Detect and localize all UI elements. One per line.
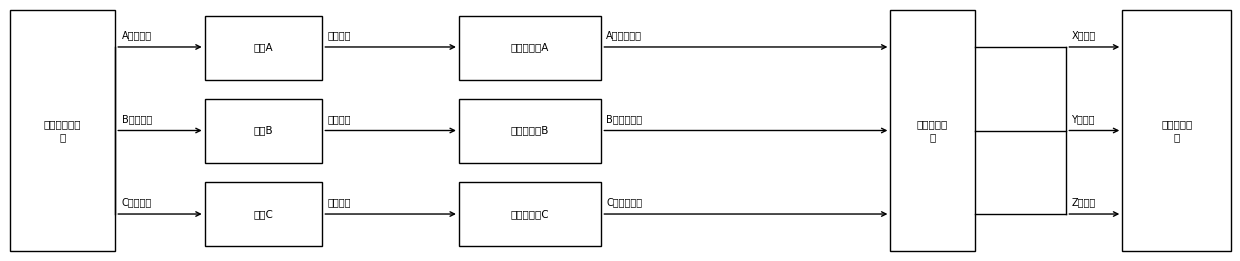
Text: A向位移信号: A向位移信号 xyxy=(606,31,642,40)
Text: Z向位移: Z向位移 xyxy=(1071,198,1096,207)
Text: C向位移信号: C向位移信号 xyxy=(606,198,642,207)
Bar xyxy=(1122,10,1231,251)
Text: 连杆C: 连杆C xyxy=(253,209,274,219)
Text: 探针头位移输
入: 探针头位移输 入 xyxy=(43,119,82,142)
Text: 位移放大: 位移放大 xyxy=(327,31,351,40)
Text: 正运动学模
型: 正运动学模 型 xyxy=(916,119,949,142)
Bar xyxy=(205,99,322,163)
Text: 连杆B: 连杆B xyxy=(254,126,273,136)
Text: B向分位移: B向分位移 xyxy=(122,114,151,124)
Text: 位移放大: 位移放大 xyxy=(327,114,351,124)
Bar xyxy=(459,99,601,163)
Text: B向位移信号: B向位移信号 xyxy=(606,114,642,124)
Text: 连杆A: 连杆A xyxy=(254,43,273,53)
Text: 电液放大器B: 电液放大器B xyxy=(511,126,549,136)
Bar xyxy=(205,182,322,246)
Text: C向分位移: C向分位移 xyxy=(122,198,151,207)
Bar xyxy=(459,16,601,80)
Bar xyxy=(205,16,322,80)
Text: 输出实际位
移: 输出实际位 移 xyxy=(1161,119,1193,142)
Text: A向分位移: A向分位移 xyxy=(122,31,151,40)
Bar xyxy=(10,10,115,251)
Text: 位移放大: 位移放大 xyxy=(327,198,351,207)
Text: Y向位移: Y向位移 xyxy=(1071,114,1095,124)
Text: 电液放大器A: 电液放大器A xyxy=(511,43,549,53)
Text: 电液放大器C: 电液放大器C xyxy=(511,209,549,219)
Bar xyxy=(459,182,601,246)
Text: X向位移: X向位移 xyxy=(1071,31,1096,40)
Bar xyxy=(890,10,975,251)
